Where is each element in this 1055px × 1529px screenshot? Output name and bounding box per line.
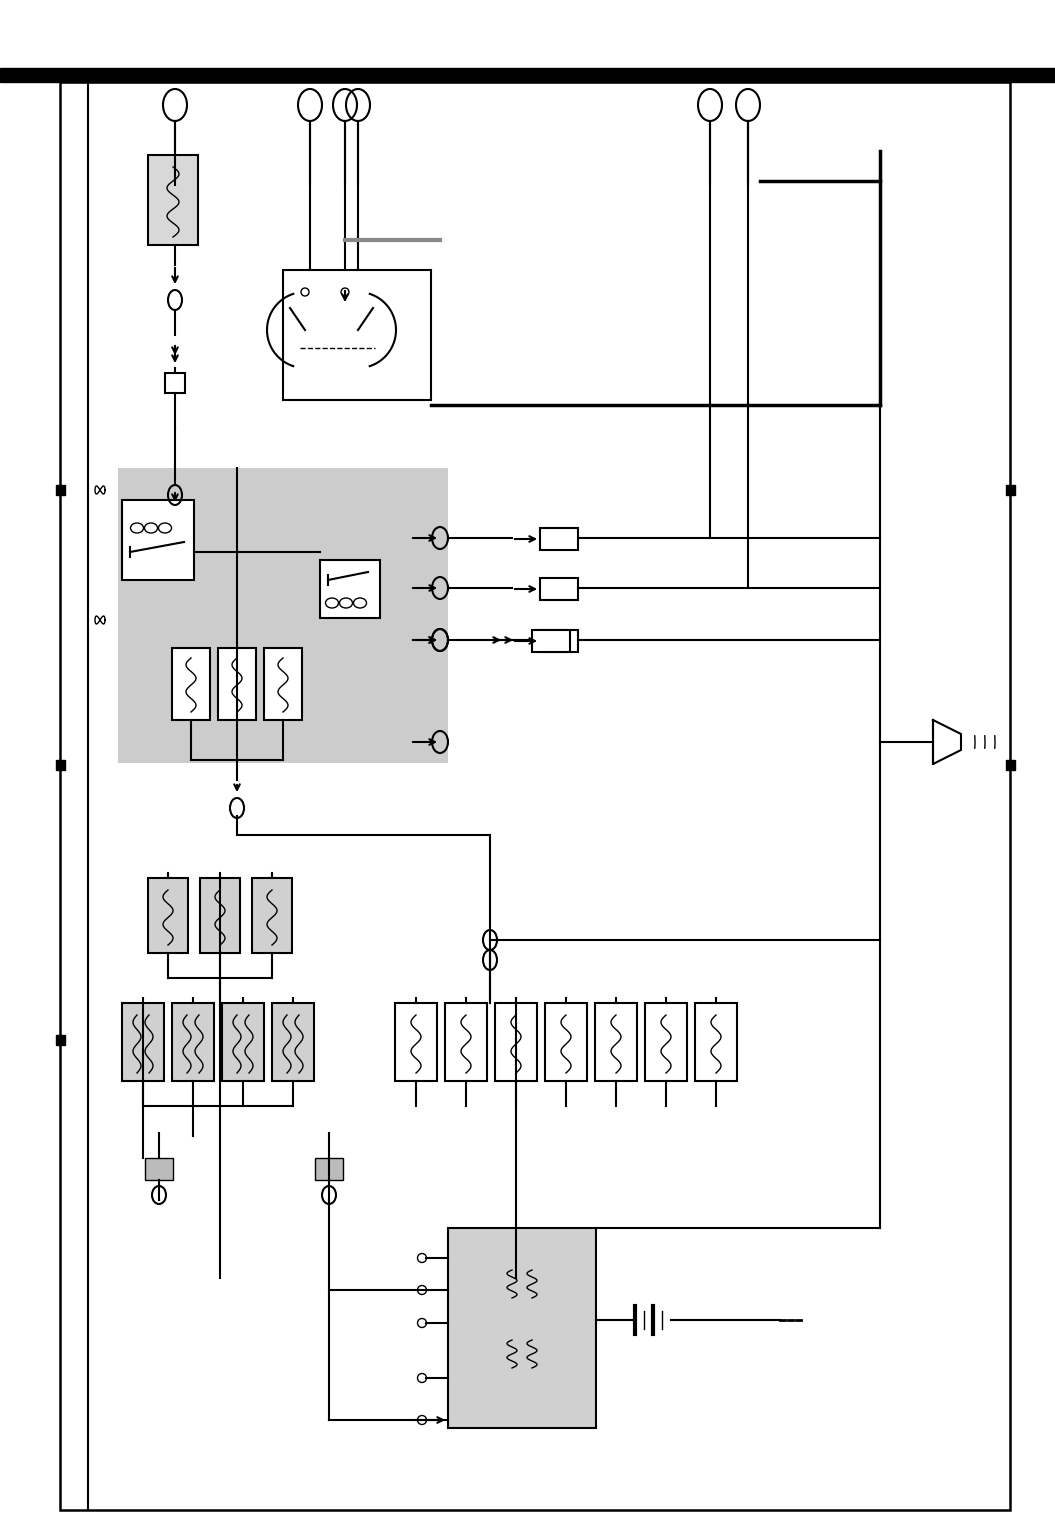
Bar (320, 560, 380, 618)
Bar (218, 648, 256, 720)
Bar (264, 648, 302, 720)
Bar (395, 1003, 437, 1081)
Bar (252, 878, 292, 953)
Bar (695, 1003, 737, 1081)
Bar (1006, 760, 1015, 771)
Bar (283, 271, 431, 401)
Bar (56, 760, 65, 771)
Bar (200, 878, 239, 953)
Bar (148, 154, 198, 245)
Bar (272, 1003, 314, 1081)
Bar (148, 878, 188, 953)
Bar (222, 1003, 264, 1081)
Bar (122, 500, 194, 579)
Bar (532, 630, 570, 651)
Bar (122, 1003, 164, 1081)
Bar (56, 485, 65, 495)
Bar (0, 67, 1055, 83)
Bar (172, 1003, 214, 1081)
Bar (445, 1003, 487, 1081)
Bar (1006, 485, 1015, 495)
Bar (118, 468, 448, 763)
Bar (56, 1035, 65, 1044)
Bar (165, 373, 185, 393)
Bar (145, 1157, 173, 1180)
Bar (540, 578, 578, 599)
Bar (540, 528, 578, 550)
Bar (595, 1003, 637, 1081)
Bar (315, 1157, 343, 1180)
Bar (172, 648, 210, 720)
Bar (448, 1228, 596, 1428)
Bar (645, 1003, 687, 1081)
Bar (495, 1003, 537, 1081)
Bar (540, 630, 578, 651)
Bar (545, 1003, 587, 1081)
